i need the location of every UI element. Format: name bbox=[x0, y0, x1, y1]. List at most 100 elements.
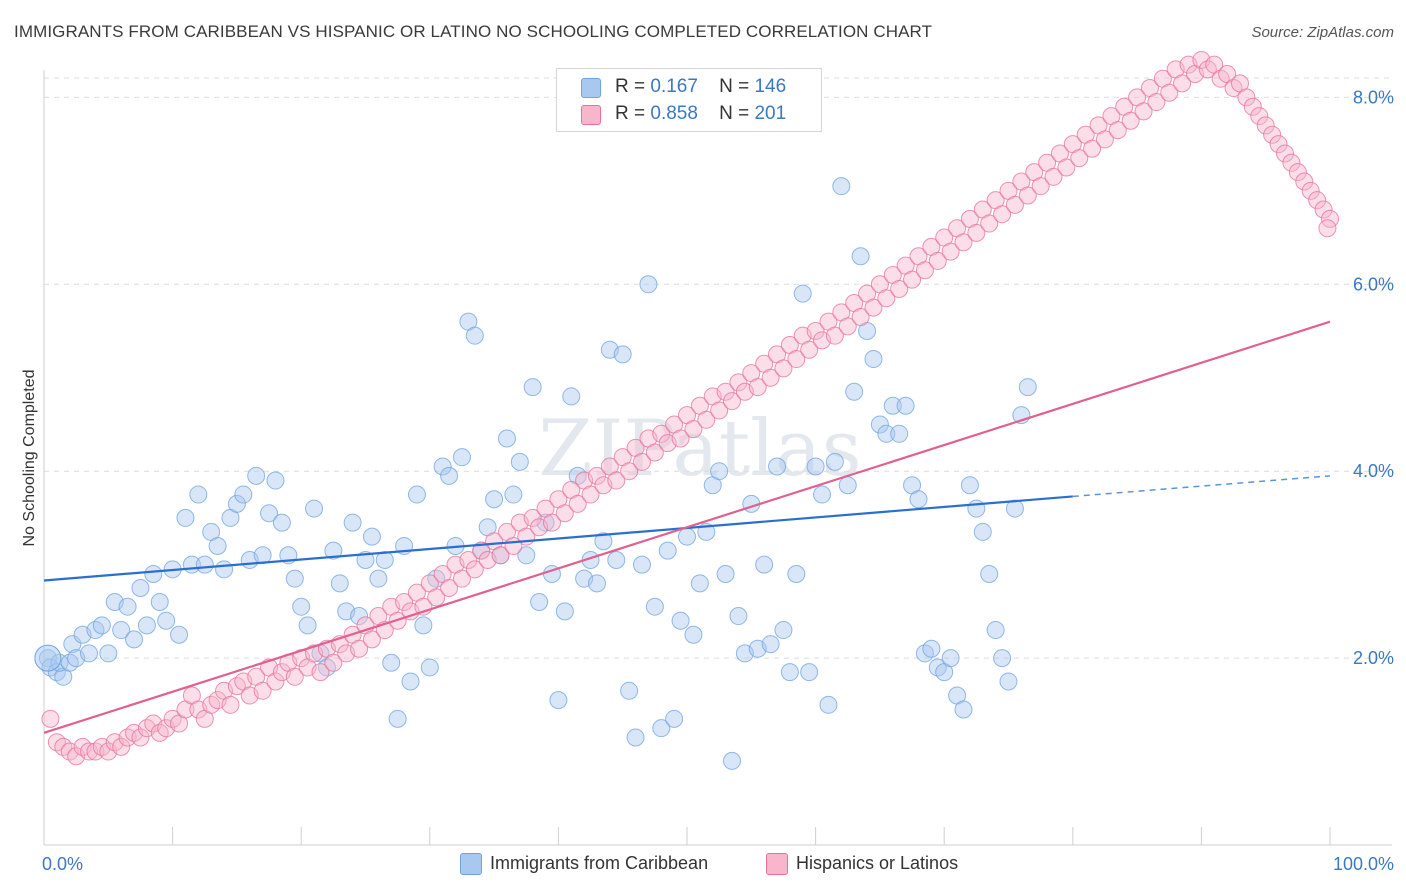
hispanic-point bbox=[1198, 60, 1217, 79]
hispanic-point bbox=[723, 392, 742, 411]
hispanic-point bbox=[131, 728, 150, 747]
caribbean-point bbox=[330, 574, 349, 593]
caribbean-point bbox=[356, 550, 375, 569]
hispanic-point bbox=[941, 242, 960, 261]
caribbean-point bbox=[63, 635, 82, 654]
hispanic-point bbox=[285, 667, 304, 686]
hispanic-point bbox=[1224, 79, 1243, 98]
legend-r-label: R = bbox=[615, 76, 646, 97]
caribbean-point bbox=[960, 476, 979, 495]
caribbean-point bbox=[260, 504, 279, 523]
hispanic-point bbox=[465, 560, 484, 579]
hispanic-point bbox=[1134, 102, 1153, 121]
hispanic-point bbox=[118, 728, 137, 747]
caribbean-point bbox=[375, 550, 394, 569]
caribbean-point bbox=[272, 513, 291, 532]
hispanic-point bbox=[954, 233, 973, 252]
caribbean-point bbox=[716, 564, 735, 583]
hispanic-point bbox=[864, 298, 883, 317]
caribbean-point bbox=[407, 485, 426, 504]
hispanic-point bbox=[671, 429, 690, 448]
caribbean-point bbox=[170, 625, 189, 644]
hispanic-point bbox=[1243, 97, 1262, 116]
hispanic-point bbox=[1295, 172, 1314, 191]
caribbean-point bbox=[247, 466, 266, 485]
hispanic-point bbox=[324, 653, 343, 672]
caribbean-point bbox=[150, 593, 169, 612]
hispanic-point bbox=[362, 630, 381, 649]
caribbean-point bbox=[112, 621, 131, 640]
caribbean-point bbox=[1018, 378, 1037, 397]
hispanic-point bbox=[440, 579, 459, 598]
caribbean-point bbox=[382, 653, 401, 672]
hispanic-point bbox=[491, 546, 510, 565]
caribbean-point bbox=[780, 663, 799, 682]
hispanic-point bbox=[86, 742, 105, 761]
caribbean-point bbox=[234, 485, 253, 504]
hispanic-point bbox=[993, 205, 1012, 224]
hispanic-point bbox=[1044, 167, 1063, 186]
hispanic-point bbox=[1057, 158, 1076, 177]
caribbean-point bbox=[800, 663, 819, 682]
caribbean-point-cluster bbox=[34, 644, 62, 672]
hispanic-point bbox=[1237, 88, 1256, 107]
hispanic-point bbox=[774, 359, 793, 378]
caribbean-point bbox=[658, 541, 677, 560]
y-tick-label: 4.0% bbox=[1353, 461, 1394, 481]
hispanic-point bbox=[915, 261, 934, 280]
caribbean-point bbox=[86, 621, 105, 640]
caribbean-point bbox=[832, 177, 851, 196]
hispanic-point bbox=[253, 681, 272, 700]
caribbean-point bbox=[504, 485, 523, 504]
caribbean-point bbox=[864, 350, 883, 369]
hispanic-point bbox=[1288, 163, 1307, 182]
caribbean-point bbox=[144, 564, 163, 583]
hispanic-point bbox=[697, 410, 716, 429]
caribbean-point bbox=[825, 452, 844, 471]
hispanic-point bbox=[350, 639, 369, 658]
caribbean-point bbox=[555, 602, 574, 621]
hispanic-trend-line bbox=[43, 320, 1331, 734]
caribbean-point bbox=[928, 658, 947, 677]
caribbean-point bbox=[793, 284, 812, 303]
caribbean-point bbox=[973, 522, 992, 541]
caribbean-point bbox=[362, 527, 381, 546]
hispanic-point bbox=[967, 223, 986, 242]
bottom-legend-label: Immigrants from Caribbean bbox=[490, 853, 709, 873]
caribbean-point bbox=[896, 396, 915, 415]
trend-lines bbox=[43, 320, 1331, 734]
caribbean-point bbox=[440, 466, 459, 485]
caribbean-point bbox=[92, 616, 111, 635]
caribbean-point bbox=[298, 616, 317, 635]
hispanic-point bbox=[1263, 125, 1282, 144]
hispanic-point bbox=[710, 401, 729, 420]
caribbean-point bbox=[215, 560, 234, 579]
caribbean-point bbox=[99, 644, 118, 663]
caribbean-point bbox=[967, 499, 986, 518]
caribbean-point bbox=[343, 513, 362, 532]
caribbean-point bbox=[890, 424, 909, 443]
hispanic-point bbox=[800, 340, 819, 359]
legend-swatch-hispanic bbox=[581, 105, 601, 125]
caribbean-point bbox=[768, 457, 787, 476]
caribbean-point bbox=[388, 709, 407, 728]
legend-n-label: N = bbox=[719, 76, 750, 97]
caribbean-point bbox=[587, 574, 606, 593]
caribbean-point bbox=[883, 396, 902, 415]
caribbean-point bbox=[317, 658, 336, 677]
hispanic-point bbox=[761, 368, 780, 387]
hispanic-point bbox=[395, 593, 414, 612]
caribbean-point bbox=[414, 616, 433, 635]
hispanic-point bbox=[266, 672, 285, 691]
legend-n-label: N = bbox=[719, 103, 750, 124]
y-tick-label: 2.0% bbox=[1353, 648, 1394, 668]
caribbean-point bbox=[761, 635, 780, 654]
legend-n-value: 201 bbox=[754, 103, 787, 124]
hispanic-point bbox=[227, 677, 246, 696]
caribbean-point bbox=[993, 649, 1012, 668]
hispanic-point bbox=[112, 737, 131, 756]
hispanic-point bbox=[150, 723, 169, 742]
hispanic-point bbox=[890, 279, 909, 298]
hispanic-point bbox=[1031, 177, 1050, 196]
legend-r-value: 0.858 bbox=[650, 103, 698, 124]
